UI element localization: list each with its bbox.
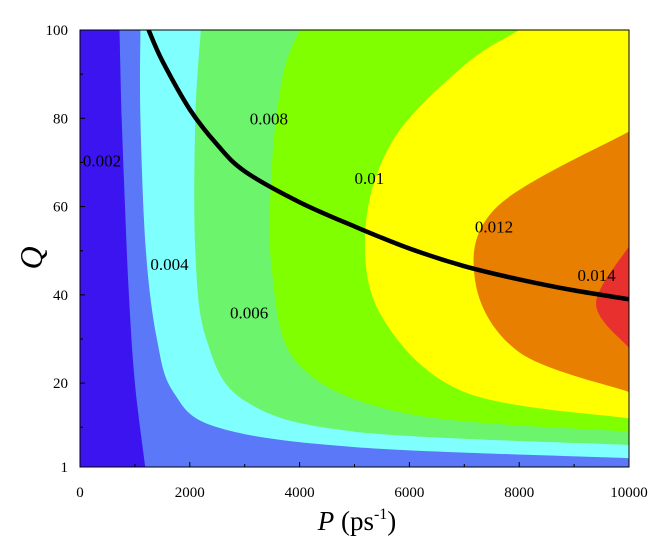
x-tick-label: 4000: [285, 485, 315, 501]
x-axis-unit: (ps: [334, 506, 374, 536]
y-tick-label: 20: [53, 376, 68, 392]
x-axis-unit-exponent: -1: [374, 506, 387, 523]
contour-level-label: 0.01: [354, 169, 384, 188]
x-tick-label: 6000: [394, 485, 424, 501]
y-tick-label: 100: [46, 23, 69, 39]
x-axis-unit-close: ): [387, 506, 396, 536]
contour-level-label: 0.008: [250, 109, 288, 128]
contour-level-label: 0.002: [83, 151, 121, 170]
y-axis-label: Q: [13, 246, 49, 269]
x-tick-label: 2000: [175, 485, 205, 501]
y-tick-label: 40: [53, 288, 68, 304]
contour-level-label: 0.012: [475, 218, 513, 237]
x-axis-symbol: P: [317, 506, 335, 536]
contour-level-label: 0.006: [230, 304, 268, 323]
contour-level-label: 0.014: [577, 266, 616, 285]
contour-labels: 0.002 0.004 0.006 0.008 0.01 0.012 0.014: [83, 109, 616, 322]
contour-level-label: 0.004: [150, 255, 189, 274]
optimal-curve-series: [146, 30, 629, 302]
y-tick-label: 1: [61, 460, 69, 476]
y-tick-label: 60: [53, 200, 68, 216]
x-axis-label: P (ps-1): [317, 506, 397, 536]
x-tick-label: 10000: [610, 485, 648, 501]
contour-band-6: [473, 131, 629, 392]
series-line-0: [146, 30, 629, 302]
axis-ticks: 0 2000 4000 6000 8000 10000 1 20 40 60 80 100: [46, 23, 648, 501]
x-tick-label: 0: [76, 485, 84, 501]
x-tick-label: 8000: [504, 485, 534, 501]
y-tick-label: 80: [53, 111, 68, 127]
contour-bands: [80, 30, 629, 467]
